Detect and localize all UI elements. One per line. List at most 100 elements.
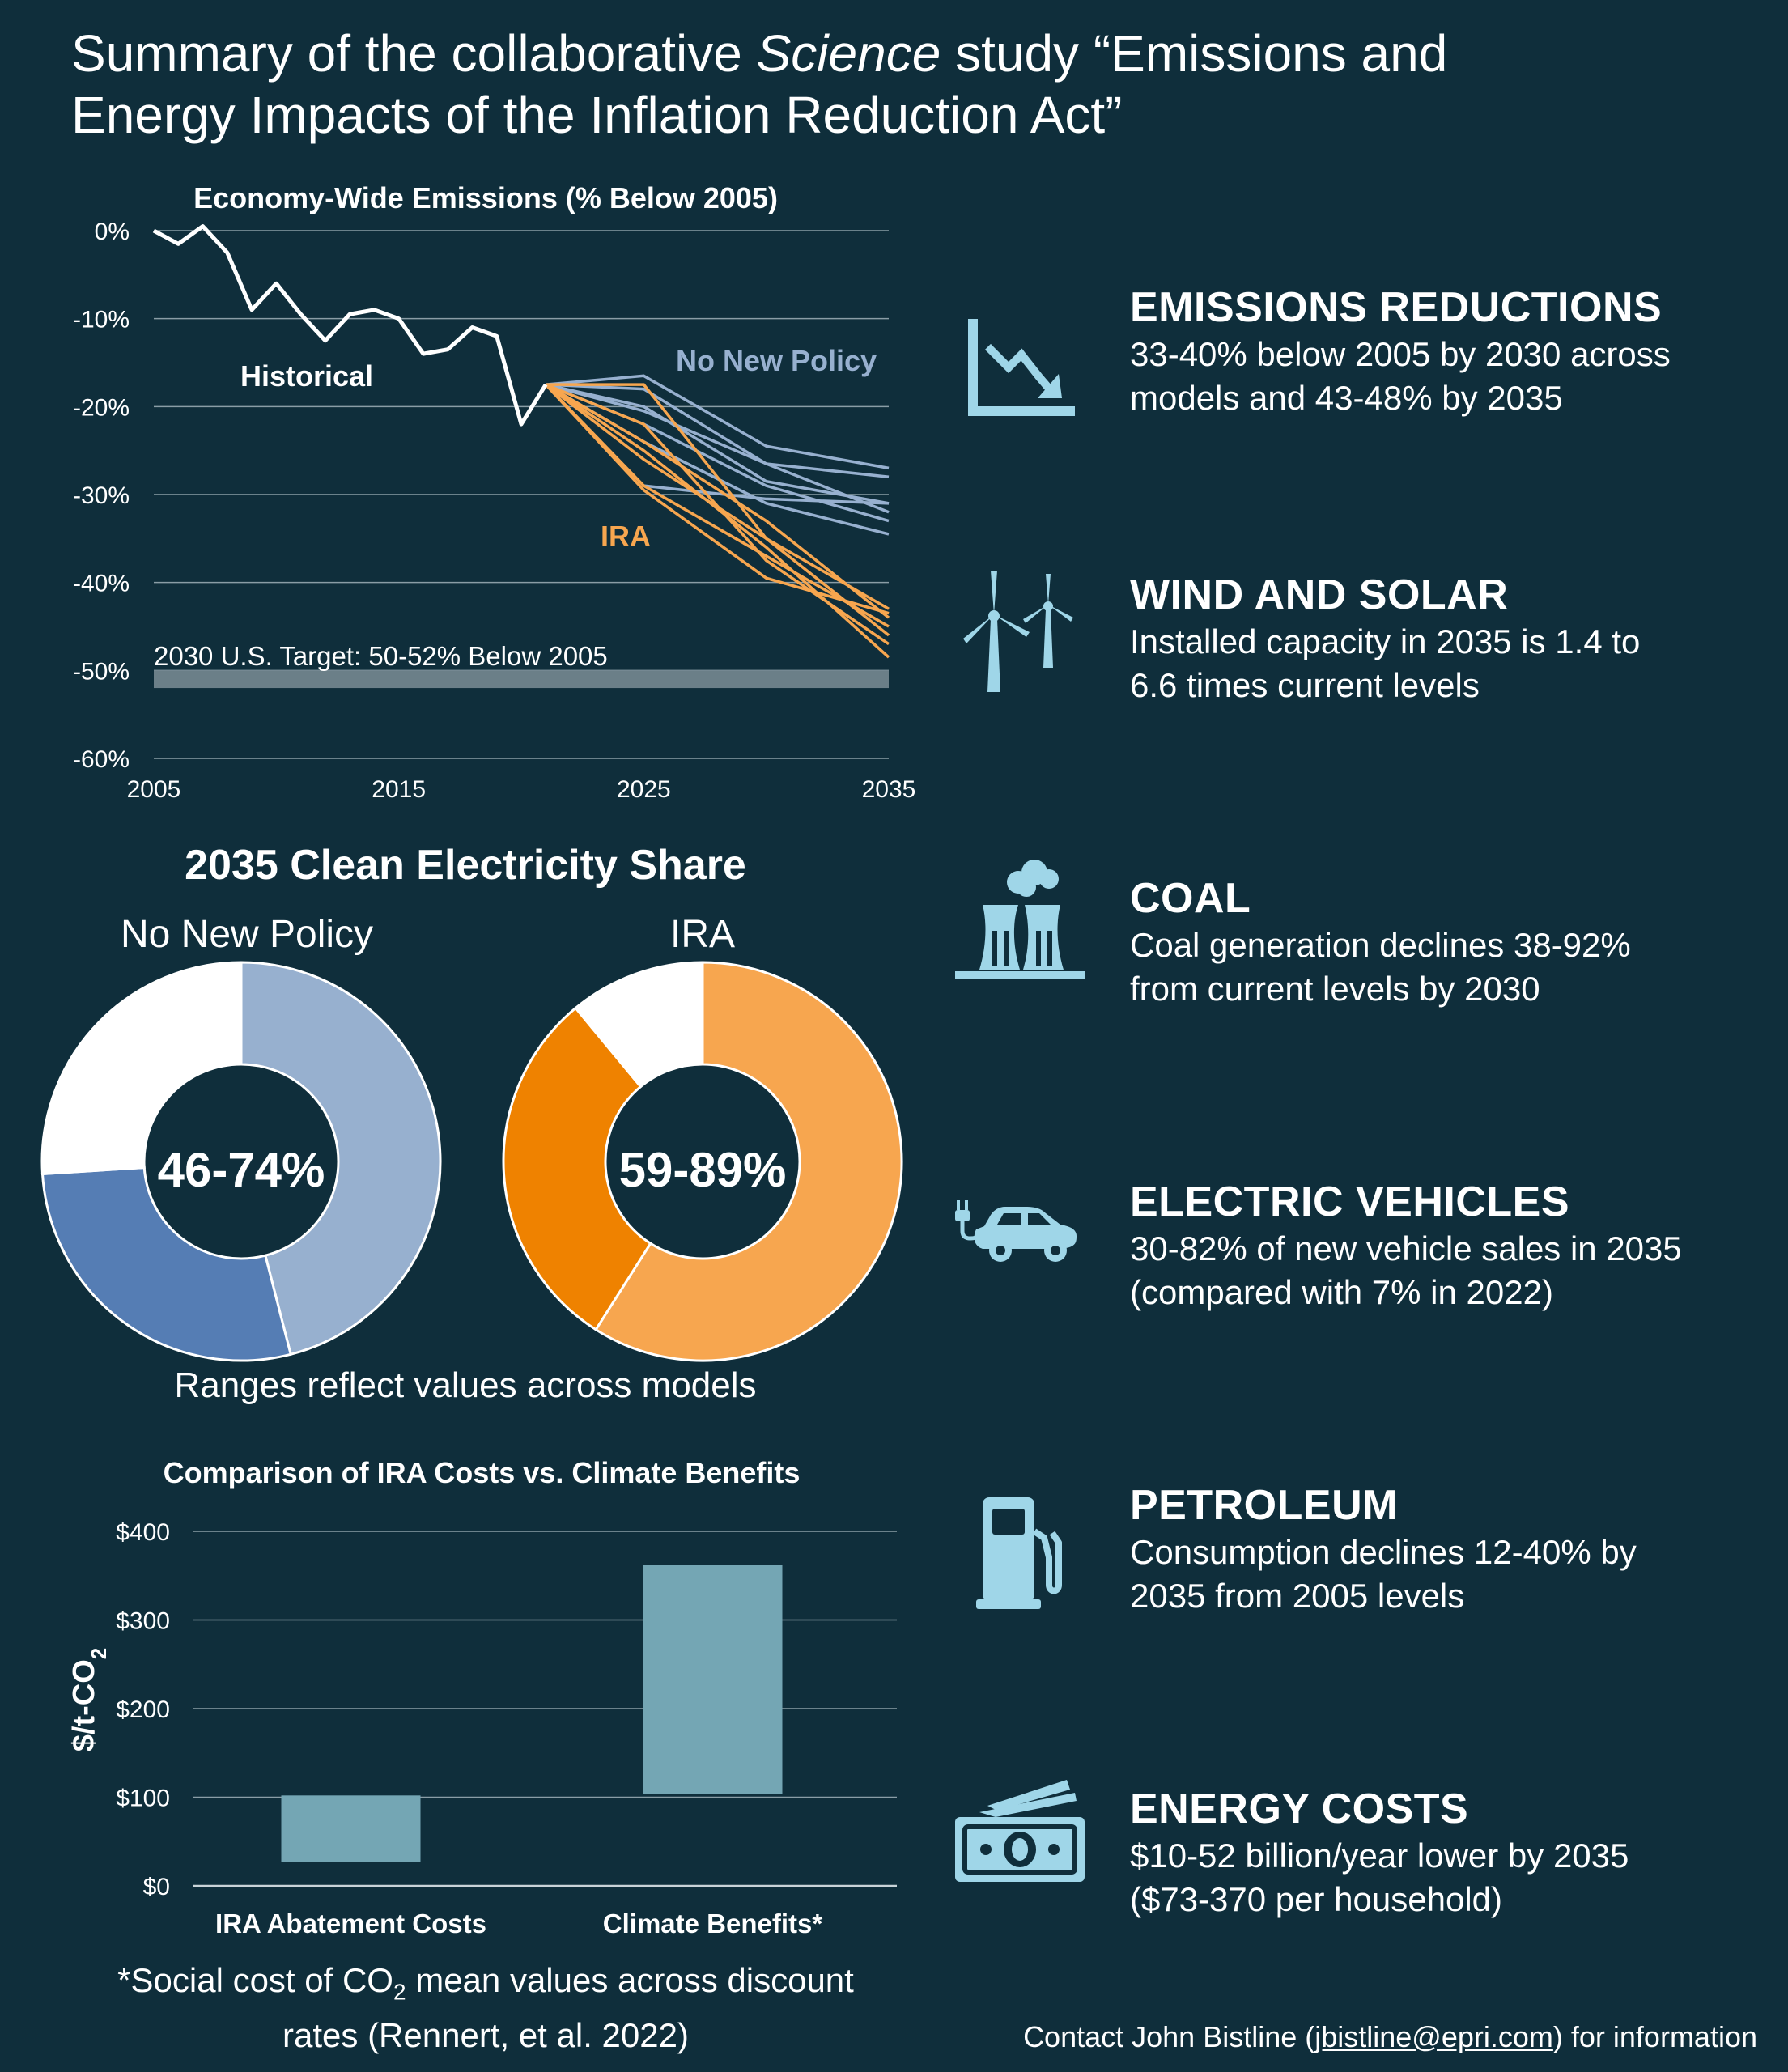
finding-emissions-text: EMISSIONS REDUCTIONS 33-40% below 2005 b… [1130,283,1777,419]
finding-petroleum-text: PETROLEUM Consumption declines 12-40% by… [1130,1481,1777,1617]
finding-body-line-2: ($73-370 per household) [1130,1880,1502,1918]
finding-heading: COAL [1130,875,1251,922]
bar-footnote: *Social cost of CO2 mean values across d… [32,1959,939,2057]
contact-line: Contact John Bistline (jbistline@epri.co… [1023,2020,1757,2053]
finding-body-line-2: models and 43-48% by 2035 [1130,379,1563,417]
ira-donut [502,961,903,1362]
finding-heading: ENERGY COSTS [1130,1785,1469,1832]
finding-body-line-1: Coal generation declines 38-92% [1130,926,1631,964]
bar-y-tick-label: $200 [116,1696,170,1723]
ira-run-line [546,383,890,610]
target-band-label: 2030 U.S. Target: 50-52% Below 2005 [154,641,608,671]
y-tick-label: -20% [73,394,130,421]
range-bar [281,1795,421,1862]
bar-bars [281,1565,783,1862]
x-tick-label: 2035 [862,776,916,803]
historical-series [152,224,548,427]
finding-body-line-1: $10-52 billion/year lower by 2035 [1130,1836,1629,1875]
emissions-y-ticks: 0% -10% -20% -30% -40% -50% -60% [73,219,130,773]
y-tick-label: -30% [73,482,130,509]
x-tick-label: 2025 [617,776,671,803]
y-tick-label: -40% [73,571,130,597]
money-icon [955,1780,1085,1882]
y-tick-label: -10% [73,307,130,333]
finding-body-line-1: 30-82% of new vehicle sales in 2035 [1130,1229,1682,1267]
donut-slice-low [240,961,442,1357]
no-policy-donut [40,961,442,1362]
historical-label: Historical [240,359,373,393]
bar-y-tick-label: $100 [116,1785,170,1812]
y-tick-label: -50% [73,658,130,685]
ira-range-label: 59-89% [619,1143,787,1197]
y-tick-label: -60% [73,746,130,773]
finding-energy-costs: ENERGY COSTS $10-52 billion/year lower b… [955,1780,1765,1963]
ira-run-line [545,383,890,628]
finding-emissions: EMISSIONS REDUCTIONS 33-40% below 2005 b… [955,283,1765,461]
no-policy-run-line [643,484,890,505]
range-bar [643,1565,783,1794]
bar-category-label: IRA Abatement Costs [215,1909,486,1938]
finding-body-line-1: Consumption declines 12-40% by [1130,1533,1637,1571]
bar-category-label: Climate Benefits* [603,1909,823,1938]
no-policy-run-line [546,374,890,470]
no-policy-run-line [545,383,890,479]
target-band-rect [154,670,889,689]
cost-benefit-bar-chart: Comparison of IRA Costs vs. Climate Bene… [67,1456,897,1938]
finding-coal-text: COAL Coal generation declines 38-92% fro… [1130,874,1777,1010]
bar-y-axis-label: $/t-CO2 [67,1648,111,1751]
ira-series [544,383,890,659]
finding-body-line-2: from current levels by 2030 [1130,970,1540,1008]
fuel-pump-icon [976,1497,1062,1609]
bar-y-ticks: $0 $100 $200 $300 $400 [116,1519,170,1900]
wind-turbine-icon [963,571,1073,692]
bar-category-labels: IRA Abatement Costs Climate Benefits* [215,1909,822,1938]
donut-slice-remainder [574,961,704,1089]
bar-y-tick-label: $300 [116,1608,170,1635]
no-policy-donut-label: No New Policy [121,913,373,956]
x-tick-label: 2005 [127,776,181,803]
finding-heading: PETROLEUM [1130,1482,1398,1529]
donut-slice-range [502,1006,652,1331]
no-policy-run-line [546,383,890,514]
coal-plant-icon [955,860,1085,979]
donut-title: 2035 Clean Electricity Share [185,842,746,889]
emissions-line-chart: Economy-Wide Emissions (% Below 2005) 20… [73,181,916,803]
finding-heading: EMISSIONS REDUCTIONS [1130,284,1663,331]
target-band [154,670,889,689]
finding-energy-costs-text: ENERGY COSTS $10-52 billion/year lower b… [1130,1785,1777,1921]
contact-email-link[interactable]: jbistline@epri.com [1314,2020,1553,2053]
donut-note: Ranges reflect values across models [175,1365,757,1405]
finding-heading: ELECTRIC VEHICLES [1130,1178,1569,1225]
finding-body-line-2: 6.6 times current levels [1130,666,1480,704]
ira-donut-label: IRA [670,913,735,956]
footnote-line-1: *Social cost of CO2 mean values across d… [117,1961,854,2005]
finding-body-line-1: Installed capacity in 2035 is 1.4 to [1130,622,1641,660]
no-policy-label: No New Policy [676,344,877,377]
x-tick-label: 2015 [372,776,426,803]
donut-slice-low [594,961,903,1362]
no-policy-range-label: 46-74% [158,1143,325,1197]
emissions-chart-title: Economy-Wide Emissions (% Below 2005) [193,181,778,214]
title-line-2: Energy Impacts of the Inflation Reductio… [71,86,1123,144]
no-policy-run-line [545,383,890,505]
finding-petroleum: PETROLEUM Consumption declines 12-40% by… [955,1481,1765,1659]
finding-heading: WIND AND SOLAR [1130,571,1509,618]
finding-ev-text: ELECTRIC VEHICLES 30-82% of new vehicle … [1130,1178,1777,1314]
electric-car-icon [955,1200,1077,1262]
y-tick-label: 0% [95,219,130,245]
emissions-x-ticks: 2005 2015 2025 2035 [127,776,916,803]
footnote-line-2: rates (Rennert, et al. 2022) [282,2016,689,2055]
finding-coal: COAL Coal generation declines 38-92% fro… [955,860,1765,1052]
clean-electricity-donuts: 2035 Clean Electricity Share No New Poli… [40,842,903,1405]
bar-y-tick-label: $400 [116,1519,170,1546]
donut-slice-range [40,1166,293,1362]
finding-body-line-2: 2035 from 2005 levels [1130,1577,1465,1615]
historical-line [152,224,548,427]
page-title: Summary of the collaborative Science stu… [71,23,1731,146]
donut-slice-remainder [40,961,243,1176]
ira-run-line [545,383,890,659]
finding-body-line-2: (compared with 7% in 2022) [1130,1273,1553,1311]
finding-wind-solar-text: WIND AND SOLAR Installed capacity in 203… [1130,571,1777,707]
bar-y-tick-label: $0 [143,1874,170,1900]
ira-run-line [544,383,890,615]
